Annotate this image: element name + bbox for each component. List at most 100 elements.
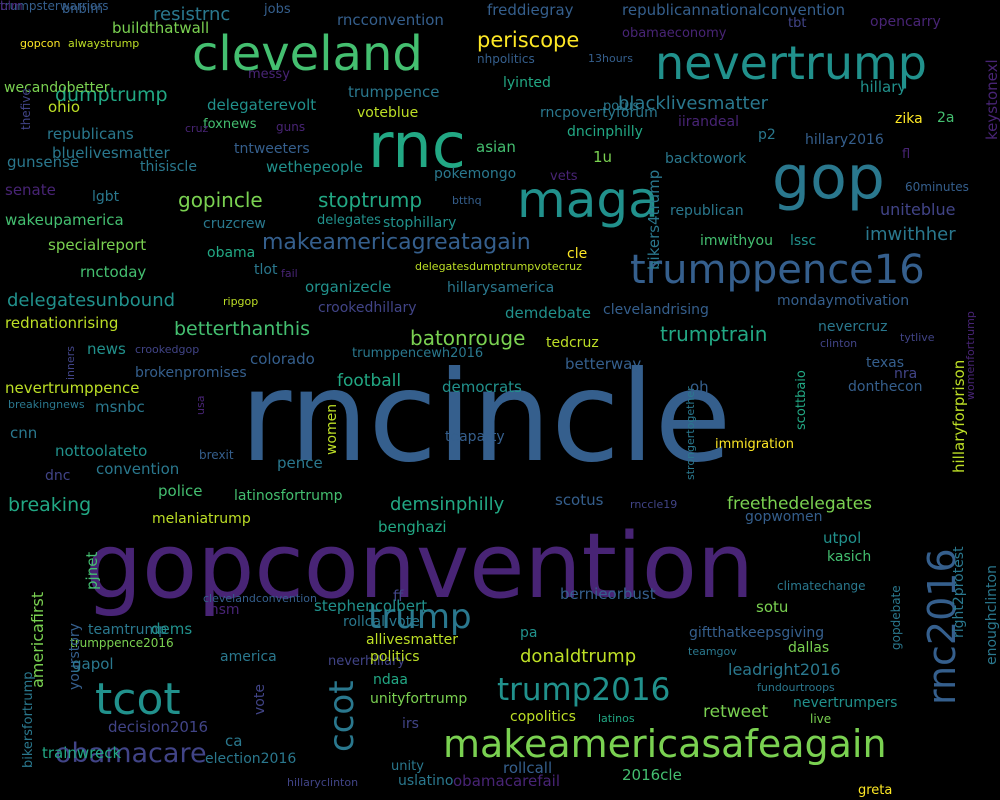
cloud-word: rncincle	[240, 345, 732, 490]
cloud-word: lssc	[790, 233, 817, 249]
cloud-word: benghazi	[378, 518, 447, 536]
cloud-word: leadright2016	[728, 660, 841, 679]
cloud-word: football	[337, 371, 402, 391]
cloud-word: tcot	[95, 674, 181, 725]
cloud-word: hillarysamerica	[447, 280, 555, 296]
cloud-word: scottbaio	[794, 370, 809, 430]
cloud-word: pjnet	[83, 551, 101, 590]
cloud-word: melaniatrump	[152, 511, 251, 527]
cloud-word: teamtrump	[88, 622, 167, 638]
cloud-word: ndaa	[373, 672, 408, 688]
cloud-word: pokemongo	[434, 166, 517, 182]
cloud-word: republicans	[47, 125, 134, 143]
cloud-word: breaking	[8, 494, 92, 516]
cloud-word: nevertrump	[655, 36, 928, 90]
cloud-word: jobs	[264, 2, 291, 17]
cloud-word: dumptrump	[55, 84, 168, 106]
cloud-word: nhpolitics	[477, 52, 535, 66]
cloud-word: tytlive	[900, 331, 935, 344]
cloud-word: obamaeconomy	[622, 26, 727, 41]
cloud-word: trumpsterwarriors	[0, 0, 109, 13]
cloud-word: rollcall	[503, 759, 553, 777]
cloud-word: maga	[517, 171, 659, 229]
cloud-word: voteblue	[357, 105, 419, 121]
cloud-word: enoughclinton	[984, 565, 1000, 665]
cloud-word: ripgop	[223, 295, 259, 308]
cloud-word: resistrnc	[153, 4, 231, 25]
cloud-word: p2	[758, 127, 776, 143]
cloud-word: rednationrising	[5, 314, 119, 332]
cloud-word: organizecle	[305, 278, 392, 296]
cloud-word: gopcon	[20, 37, 61, 50]
cloud-word: 60minutes	[905, 180, 969, 194]
cloud-word: wecandobetter	[4, 80, 110, 96]
cloud-word: pence	[277, 454, 323, 472]
cloud-word: imwithher	[865, 224, 956, 245]
cloud-word: police	[158, 482, 203, 500]
cloud-word: freethedelegates	[727, 494, 873, 514]
cloud-word: periscope	[477, 28, 580, 52]
cloud-word: bnblm	[62, 2, 104, 17]
cloud-word: immigration	[715, 437, 795, 452]
cloud-word: messy	[248, 67, 290, 82]
cloud-word: tbt	[788, 16, 807, 31]
cloud-word: fundourtroops	[757, 681, 835, 694]
cloud-word: allivesmatter	[366, 632, 459, 648]
cloud-word: vets	[550, 169, 578, 184]
cloud-word: breakingnews	[8, 398, 85, 411]
cloud-word: bikersfortrump	[21, 671, 36, 768]
cloud-word: rollcallvote	[343, 614, 420, 630]
cloud-word: retweet	[703, 702, 769, 722]
cloud-word: colorado	[250, 350, 315, 368]
cloud-word: trump	[368, 597, 472, 637]
cloud-word: foxnews	[203, 117, 257, 132]
cloud-word: trump2016	[497, 672, 671, 708]
cloud-word: clinton	[820, 337, 858, 350]
cloud-word: thisiscle	[140, 159, 197, 175]
cloud-word: ca	[225, 732, 243, 750]
cloud-word: texas	[866, 355, 905, 371]
cloud-word: gopincle	[178, 188, 263, 212]
cloud-word: rnc	[368, 109, 466, 182]
cloud-word: freddiegray	[487, 1, 574, 19]
cloud-word: fail	[281, 267, 298, 280]
cloud-word: teaparty	[445, 429, 505, 445]
cloud-word: republican	[670, 203, 744, 219]
cloud-word: donaldtrump	[520, 646, 637, 667]
cloud-word: tlot	[254, 262, 278, 278]
cloud-word: trumppence2016	[70, 636, 174, 650]
cloud-word: election2016	[205, 751, 297, 767]
cloud-word: obamacarefail	[453, 772, 561, 790]
cloud-word: hillary	[860, 78, 907, 96]
cloud-word: batonrouge	[410, 326, 526, 350]
cloud-word: greta	[858, 783, 893, 798]
cloud-word: nottoolateto	[55, 442, 148, 460]
cloud-word: 1u	[593, 148, 613, 166]
cloud-word: delegates	[317, 213, 381, 228]
cloud-word: utpol	[823, 529, 862, 547]
cloud-word: 13hours	[588, 52, 633, 65]
cloud-word: bernieorbust	[560, 585, 656, 603]
cloud-word: gop	[772, 143, 885, 213]
cloud-word: msnbc	[95, 398, 145, 416]
cloud-word: women	[324, 403, 340, 455]
cloud-word: trumppence16	[630, 247, 925, 293]
cloud-word: dems	[151, 620, 193, 638]
cloud-word: stophillary	[383, 215, 457, 231]
cloud-word: 2016cle	[622, 766, 682, 784]
cloud-word: republicannationalconvention	[622, 1, 845, 19]
cloud-word: uslatino	[398, 773, 454, 789]
cloud-word: ohio	[48, 98, 81, 116]
cloud-word: cleveland	[192, 26, 423, 82]
cloud-word: copolitics	[510, 709, 576, 725]
cloud-word: lyinted	[503, 75, 551, 91]
cloud-word: wethepeople	[266, 158, 363, 176]
cloud-word: asian	[476, 138, 516, 156]
cloud-word: giftthatkeepsgiving	[689, 625, 825, 641]
cloud-word: potus	[603, 99, 640, 114]
cloud-word: womenfortrump	[964, 311, 977, 400]
cloud-word: crookedhillary	[318, 300, 417, 316]
cloud-word: obamacare	[55, 738, 207, 769]
cloud-word: tntweeters	[234, 141, 310, 157]
